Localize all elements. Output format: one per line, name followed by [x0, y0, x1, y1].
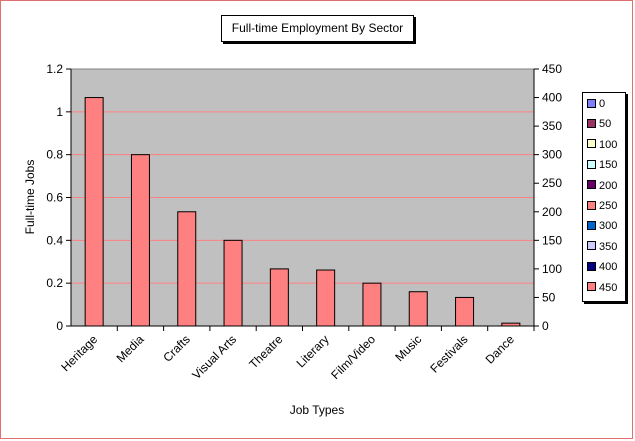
bar	[130, 154, 150, 327]
legend-item: 50	[587, 117, 611, 131]
legend-swatch	[587, 180, 596, 190]
right-tick-label: 400	[542, 91, 562, 105]
legend-swatch	[587, 241, 596, 251]
legend-swatch	[587, 220, 596, 230]
bar	[501, 322, 521, 327]
right-tick-label: 350	[542, 119, 562, 133]
bar	[316, 269, 336, 327]
left-tick-label: 1	[56, 105, 63, 119]
right-tick-label: 50	[542, 290, 556, 304]
legend-item: 0	[587, 97, 605, 111]
legend-label: 400	[599, 261, 618, 274]
x-tick-label: Festivals	[427, 332, 470, 375]
legend-item: 450	[587, 281, 617, 295]
right-tick-label: 100	[542, 262, 562, 276]
legend-label: 100	[599, 138, 618, 151]
legend-swatch	[587, 200, 596, 210]
bar	[269, 268, 289, 327]
x-tick-label: Visual Arts	[189, 332, 239, 382]
bar	[408, 291, 428, 327]
x-tick-label: Crafts	[160, 332, 193, 365]
chart-title: Full-time Employment By Sector	[221, 15, 414, 42]
x-tick-label: Film/Video	[328, 332, 378, 382]
bar	[223, 239, 243, 327]
legend-label: 450	[599, 281, 618, 294]
left-tick-label: 0.2	[46, 276, 63, 290]
left-tick-label: 0.6	[46, 191, 63, 205]
right-tick-label: 150	[542, 233, 562, 247]
legend-swatch	[587, 139, 596, 149]
right-tick-label: 450	[542, 62, 562, 76]
right-tick-label: 200	[542, 205, 562, 219]
legend-label: 150	[599, 159, 618, 172]
right-tick-label: 300	[542, 148, 562, 162]
legend-swatch	[587, 98, 596, 108]
legend-label: 350	[599, 240, 618, 253]
legend-label: 250	[599, 200, 618, 212]
bar	[362, 282, 382, 327]
legend-swatch	[587, 118, 596, 128]
legend-swatch	[587, 159, 596, 169]
x-tick-label: Music	[392, 332, 424, 364]
legend-item: 300	[587, 219, 617, 233]
legend-label: 50	[599, 118, 612, 131]
left-tick-label: 1.2	[46, 62, 63, 76]
x-tick-label: Media	[114, 332, 147, 365]
legend-swatch	[587, 261, 596, 271]
legend-item: 200	[587, 179, 617, 193]
legend-label: 0	[599, 98, 606, 110]
legend-label: 300	[599, 220, 618, 233]
legend-item: 150	[587, 158, 617, 172]
right-tick-label: 0	[542, 319, 549, 333]
x-tick-label: Theatre	[246, 332, 285, 371]
legend-item: 250	[587, 199, 617, 213]
legend-item: 350	[587, 240, 617, 254]
x-tick-label: Dance	[483, 332, 518, 367]
x-tick-label: Heritage	[58, 332, 100, 374]
legend-label: 200	[599, 179, 618, 192]
left-tick-label: 0.4	[46, 233, 63, 247]
legend-item: 100	[587, 138, 617, 152]
bar	[84, 97, 104, 327]
x-axis-title: Job Types	[290, 403, 344, 417]
legend-item: 400	[587, 260, 617, 274]
bar	[177, 211, 197, 327]
bar	[455, 296, 475, 327]
chart-legend: 0 50 100 150 200 250 300 350 400 450	[582, 92, 626, 302]
y-axis-title: Full-time Jobs	[23, 160, 37, 235]
legend-swatch	[587, 282, 596, 292]
x-tick-label: Literary	[294, 332, 332, 370]
right-tick-label: 250	[542, 176, 562, 190]
left-tick-label: 0.8	[46, 148, 63, 162]
left-tick-label: 0	[56, 319, 63, 333]
